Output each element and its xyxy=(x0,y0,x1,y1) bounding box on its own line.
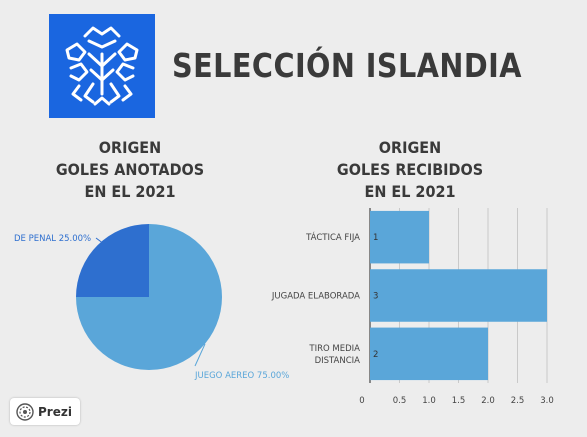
iceland-football-crest-icon xyxy=(65,26,139,106)
bar-title-line: ORIGEN xyxy=(378,138,442,157)
bar-category-label: TÁCTICA FIJA xyxy=(305,231,360,243)
team-logo xyxy=(49,14,155,118)
bar-title-line: EN EL 2021 xyxy=(364,182,456,201)
bar-x-tick-label: 1.0 xyxy=(422,396,436,406)
bar-value-label: 2 xyxy=(373,350,378,360)
bar-x-tick-label: 0 xyxy=(359,396,364,406)
pie-slice-label: DE PENAL 25.00% xyxy=(14,234,91,244)
bar-value-label: 3 xyxy=(373,292,378,302)
pie-slice-label: JUEGO AEREO 75.00% xyxy=(194,371,289,381)
pie-slice xyxy=(76,224,222,370)
pie-chart: DE PENAL 25.00% JUEGO AEREO 75.00% xyxy=(14,224,289,381)
pie-title-line: ORIGEN xyxy=(98,138,162,157)
bar-x-tick-label: 2.5 xyxy=(511,396,525,406)
bar-x-tick-label: 2.0 xyxy=(481,396,495,406)
bar-category-label: JUGADA ELABORADA xyxy=(271,292,360,302)
pie-title-line: GOLES ANOTADOS xyxy=(55,160,205,179)
bar-x-tick-label: 1.5 xyxy=(452,396,466,406)
bar-x-tick-label: 3.0 xyxy=(540,396,554,406)
bar xyxy=(370,210,429,264)
bar xyxy=(370,327,488,381)
pie-chart-title: ORIGEN GOLES ANOTADOS EN EL 2021 xyxy=(40,137,220,203)
bar-chart-title: ORIGEN GOLES RECIBIDOS EN EL 2021 xyxy=(320,137,500,203)
bar-category-label: TIRO MEDIA DISTANCIA xyxy=(308,344,360,366)
pie-label-leader xyxy=(95,237,105,245)
pie-title-line: EN EL 2021 xyxy=(84,182,176,201)
pie-slice xyxy=(76,224,149,297)
bar-value-label: 1 xyxy=(373,233,378,243)
bar-x-tick-label: 0.5 xyxy=(393,396,407,406)
bar-title-line: GOLES RECIBIDOS xyxy=(336,160,484,179)
prezi-label: Prezi xyxy=(38,404,72,419)
bar-chart: 0 0.5 1.0 1.5 2.0 2.5 3.0 1 TÁCTICA FIJA 3 JUGADA … xyxy=(271,208,554,406)
page-title: SELECCIÓN ISLANDIA xyxy=(172,46,522,85)
prezi-logo-icon xyxy=(16,402,34,421)
bar xyxy=(370,269,547,322)
pie-label-leader xyxy=(194,343,206,367)
prezi-badge[interactable]: Prezi xyxy=(10,398,80,425)
